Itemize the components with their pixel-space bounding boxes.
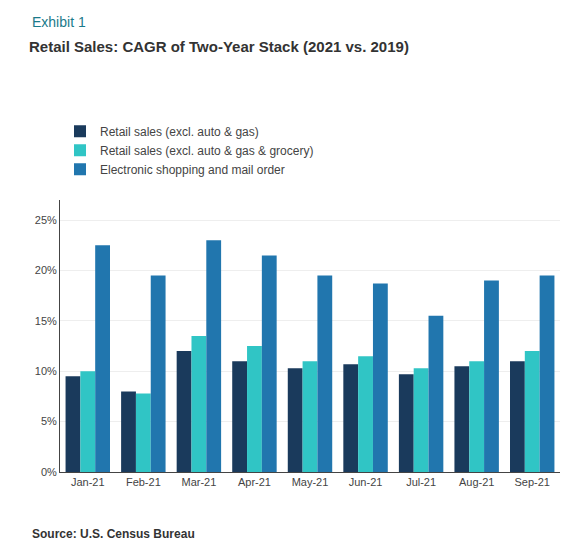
svg-text:25%: 25% [35, 214, 57, 226]
svg-text:Feb-21: Feb-21 [126, 476, 161, 488]
svg-text:Mar-21: Mar-21 [181, 476, 216, 488]
svg-text:Retail sales (excl. auto & gas: Retail sales (excl. auto & gas & grocery… [100, 144, 313, 158]
svg-text:15%: 15% [35, 315, 57, 327]
svg-text:Apr-21: Apr-21 [238, 476, 271, 488]
svg-text:20%: 20% [35, 264, 57, 276]
svg-text:Source: U.S. Census Bureau: Source: U.S. Census Bureau [32, 527, 195, 541]
svg-text:Jul-21: Jul-21 [406, 476, 436, 488]
svg-text:Electronic shopping and mail o: Electronic shopping and mail order [100, 163, 285, 177]
svg-text:Jan-21: Jan-21 [71, 476, 105, 488]
svg-text:0%: 0% [41, 466, 57, 478]
svg-text:10%: 10% [35, 365, 57, 377]
svg-text:May-21: May-21 [292, 476, 329, 488]
svg-text:Sep-21: Sep-21 [514, 476, 549, 488]
svg-text:Retail sales (excl. auto & gas: Retail sales (excl. auto & gas) [100, 125, 259, 139]
svg-text:Exhibit 1: Exhibit 1 [32, 14, 86, 30]
svg-text:Jun-21: Jun-21 [349, 476, 383, 488]
svg-text:5%: 5% [41, 415, 57, 427]
svg-text:Retail Sales: CAGR of Two-Year: Retail Sales: CAGR of Two-Year Stack (20… [29, 38, 409, 55]
svg-text:Aug-21: Aug-21 [459, 476, 494, 488]
